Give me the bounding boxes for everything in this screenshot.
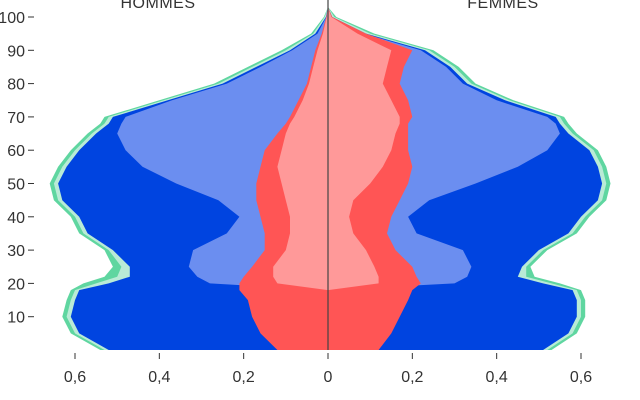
x-tick-label: 0,6 (570, 369, 592, 386)
x-tick-label: 0 (324, 369, 333, 386)
y-tick-label: 20 (7, 276, 25, 293)
y-tick-label: 100 (0, 10, 25, 27)
x-tick-label: 0,6 (64, 369, 86, 386)
y-tick-label: 60 (7, 143, 25, 160)
y-tick-label: 80 (7, 77, 25, 94)
y-tick-label: 10 (7, 310, 25, 327)
x-tick-label: 0,2 (401, 369, 423, 386)
x-tick-label: 0,4 (486, 369, 508, 386)
x-tick-label: 0,2 (233, 369, 255, 386)
y-tick-label: 40 (7, 210, 25, 227)
x-axis-ticks: 0,6 0,4 0,2 0 0,2 0,4 0,6 (64, 353, 592, 386)
y-axis-ticks: 10 20 30 40 50 60 70 80 90 100 (0, 10, 34, 327)
y-tick-label: 30 (7, 243, 25, 260)
pyramid-layers (49, 7, 611, 350)
layer-pink (273, 7, 400, 350)
header-hommes: HOMMES (121, 0, 196, 12)
y-tick-label: 70 (7, 110, 25, 127)
y-tick-label: 50 (7, 177, 25, 194)
y-tick-label: 90 (7, 43, 25, 60)
x-tick-label: 0,4 (148, 369, 170, 386)
header-femmes: FEMMES (467, 0, 538, 12)
